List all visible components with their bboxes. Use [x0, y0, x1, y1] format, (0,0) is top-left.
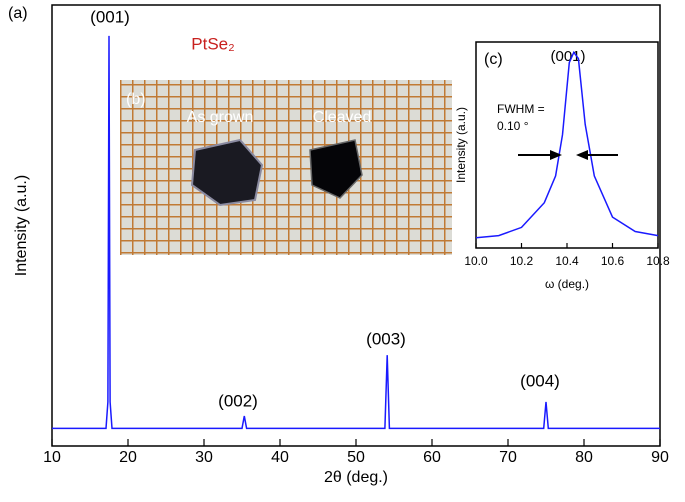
- x-tick-label: 10: [43, 449, 61, 466]
- photo: (b) As grown Cleaved: [120, 80, 452, 255]
- photo-label: Cleaved: [313, 109, 372, 126]
- x-tick-label: 30: [195, 449, 213, 466]
- panel-label: (a): [8, 5, 28, 22]
- annotation: (004): [520, 371, 560, 390]
- x-tick-label: 80: [575, 449, 593, 466]
- photo-panel-label: (b): [126, 91, 146, 108]
- x-tick-label: 20: [119, 449, 137, 466]
- x-axis-label: ω (deg.): [545, 277, 589, 291]
- annotation: (003): [366, 329, 406, 348]
- x-axis-label: 2θ (deg.): [324, 469, 388, 486]
- data-line: [475, 50, 659, 239]
- annotation: PtSe₂: [191, 34, 234, 53]
- x-tick-label: 70: [499, 449, 517, 466]
- x-tick-label: 10.2: [510, 254, 534, 268]
- annotation: FWHM =: [497, 102, 545, 116]
- annotation: 0.10 °: [497, 119, 529, 133]
- x-tick-label: 60: [423, 449, 441, 466]
- y-axis-label: Intensity (a.u.): [13, 175, 30, 276]
- x-tick-label: 10.4: [555, 254, 579, 268]
- fwhm-arrowhead: [576, 150, 588, 160]
- y-axis-label: Intensity (a.u.): [454, 107, 468, 183]
- data-line: [52, 35, 660, 430]
- x-tick-label: 10.8: [646, 254, 670, 268]
- x-tick-label: 10.0: [464, 254, 488, 268]
- x-tick-label: 40: [271, 449, 289, 466]
- x-tick-label: 90: [651, 449, 669, 466]
- fwhm-arrowhead: [550, 150, 562, 160]
- x-tick-label: 50: [347, 449, 365, 466]
- x-tick-label: 10.6: [601, 254, 625, 268]
- photo-label: As grown: [187, 109, 254, 126]
- annotation: (001): [90, 7, 130, 26]
- plot-frame: [475, 41, 659, 249]
- annotation: (001): [550, 48, 585, 65]
- annotation: (002): [218, 391, 258, 410]
- panel-label: (c): [484, 51, 503, 68]
